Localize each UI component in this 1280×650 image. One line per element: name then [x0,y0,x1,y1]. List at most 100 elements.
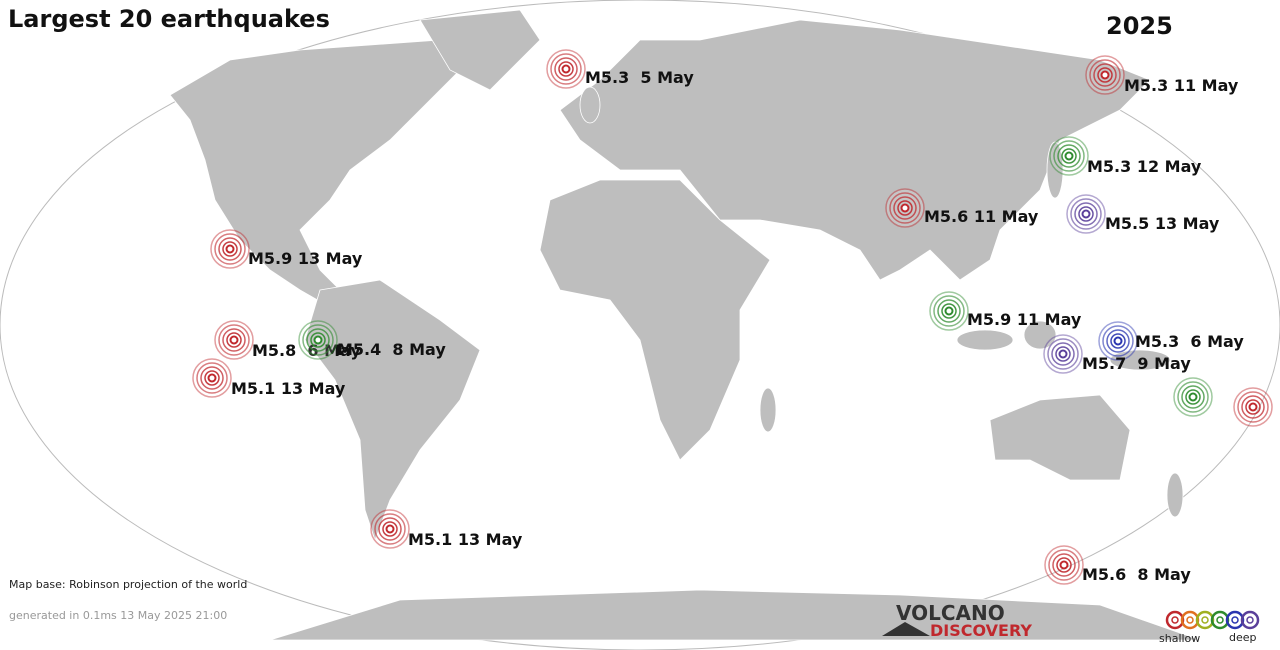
ring [1078,206,1094,222]
logo-line2: DISCOVERY [930,621,1032,640]
ring [302,324,334,356]
ring-core [1100,70,1110,80]
ring [897,200,913,216]
greenland [419,9,541,91]
quake-label: M5.3 12 May [1087,157,1202,176]
quake-label: M5.6 8 May [1082,565,1191,584]
ring [214,233,246,265]
ring [1102,325,1134,357]
ring [941,303,957,319]
ring [1052,553,1076,577]
africa [539,179,771,461]
ring [1241,395,1265,419]
ring [1057,144,1081,168]
year: 2025 [1106,12,1173,40]
ring [1053,140,1085,172]
ring [218,324,250,356]
ring [306,328,330,352]
quake-label: M5.1 13 May [231,379,346,398]
quake-label: M5.6 11 May [924,207,1039,226]
ring [204,370,220,386]
ring [218,237,242,261]
ring [1185,389,1201,405]
ring [1061,148,1077,164]
ring [200,366,224,390]
quake-marker [885,188,925,228]
ring-core [1248,402,1258,412]
quake-label: M5.4 8 May [337,340,446,359]
ring [1089,59,1121,91]
generated: generated in 0.1ms 13 May 2025 21:00 [9,609,227,622]
quake-marker [192,358,232,398]
south-america [304,279,481,542]
ring [1048,549,1080,581]
ring [1110,333,1126,349]
ring [1237,391,1269,423]
ring [378,517,402,541]
uk [579,86,601,124]
legend-core [1201,616,1209,624]
quake-marker [929,291,969,331]
ring [222,328,246,352]
antarctica [269,589,1201,641]
ring-core [207,373,217,383]
ring [1051,342,1075,366]
quake-marker [370,509,410,549]
quake-marker [1098,321,1138,361]
quake-marker [1043,334,1083,374]
ring-core [561,64,571,74]
logo-line1: VOLCANO [896,601,1005,625]
quake-label: M5.3 5 May [585,68,694,87]
quake-marker [1085,55,1125,95]
ring [196,362,228,394]
quake-label: M5.9 13 May [248,249,363,268]
borneo [1023,320,1057,350]
quake-label: M5.5 13 May [1105,214,1220,233]
quake-label: M5.3 6 May [1135,332,1244,351]
legend-core [1246,616,1254,624]
ring [1106,329,1130,353]
quake-marker [1049,136,1089,176]
ring [1074,202,1098,226]
quake-marker [210,229,250,269]
ring [558,61,574,77]
ring [1047,338,1079,370]
ring [222,241,238,257]
quake-marker [298,320,338,360]
new-zealand [1166,472,1184,518]
ring-core [1188,392,1198,402]
ring [1245,399,1261,415]
ring-core [313,335,323,345]
legend-core [1186,616,1194,624]
ring-core [385,524,395,534]
ring-core [225,244,235,254]
ring-core [1113,336,1123,346]
land [169,9,1201,641]
ring-core [900,203,910,213]
title: Largest 20 earthquakes [8,5,330,33]
quake-marker [1173,377,1213,417]
ring [937,299,961,323]
ring [554,57,578,81]
eurasia [559,19,1151,281]
ring [226,332,242,348]
ring-core [1081,209,1091,219]
ring [1055,346,1071,362]
ring [1056,557,1072,573]
ring [1070,198,1102,230]
ring-core [1064,151,1074,161]
logo-icon [882,622,930,636]
quake-label: M5.7 9 May [1082,354,1191,373]
quake-marker [214,320,254,360]
legend [1165,610,1260,630]
legend-core [1216,616,1224,624]
australia [989,394,1131,481]
legend-core [1231,616,1239,624]
quakes: M5.3 5 May M5.3 11 May M5.3 12 May M5.6 11 … [192,49,1273,585]
ring-core [1059,560,1069,570]
map-base: Map base: Robinson projection of the wor… [9,578,247,591]
ring [1097,67,1113,83]
quake-label: M5.1 13 May [408,530,523,549]
ring [893,196,917,220]
legend-ring [1240,610,1260,630]
